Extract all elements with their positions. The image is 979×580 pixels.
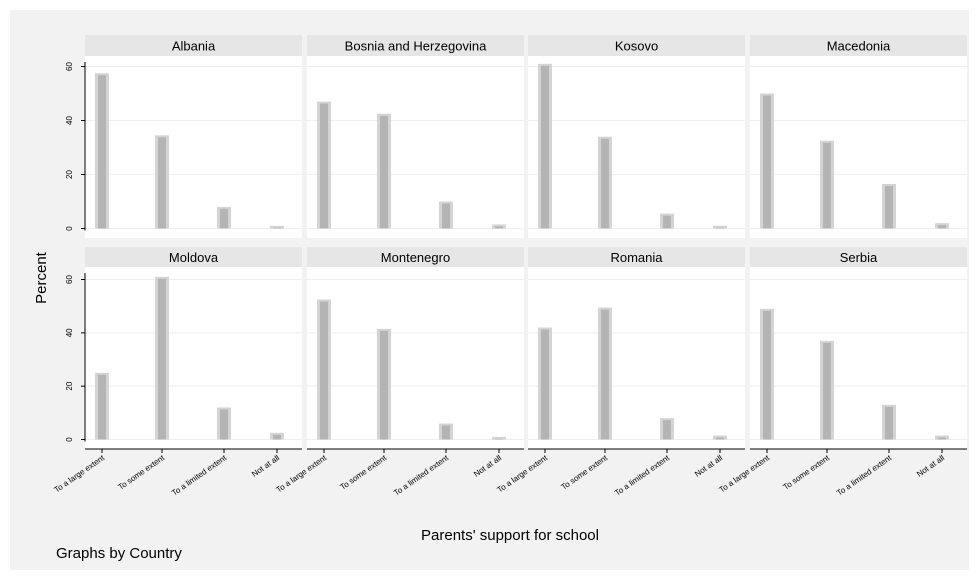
bar-fill-serbia-0 — [763, 310, 771, 440]
plot-area — [528, 56, 745, 238]
bar-fill-kosovo-0 — [541, 65, 549, 229]
bar-fill-montenegro-3 — [495, 438, 503, 440]
panels-group: Albania 0 20 40 60 Bosnia and Herzegovina Koso… — [53, 35, 967, 498]
bar-fill-kosovo-2 — [663, 215, 671, 229]
bar-fill-montenegro-2 — [442, 425, 450, 440]
bar-fill-moldova-3 — [273, 434, 281, 440]
bar-fill-bosnia-and-herzegovina-3 — [495, 226, 503, 229]
bar-fill-moldova-1 — [158, 278, 166, 440]
panel-kosovo: Kosovo — [528, 35, 745, 238]
bar-fill-albania-3 — [273, 227, 281, 229]
bar-fill-romania-3 — [716, 437, 724, 440]
plot-area — [85, 56, 302, 238]
bar-fill-serbia-2 — [885, 406, 893, 440]
bar-fill-albania-1 — [158, 137, 166, 229]
bar-fill-montenegro-0 — [320, 301, 328, 440]
panel-title: Bosnia and Herzegovina — [345, 39, 487, 54]
plot-area — [85, 267, 302, 449]
panel-title: Albania — [172, 39, 216, 54]
bar-fill-macedonia-3 — [938, 225, 946, 229]
panel-title: Moldova — [169, 250, 219, 265]
panel-title: Macedonia — [827, 39, 891, 54]
bar-fill-kosovo-3 — [716, 227, 724, 229]
graphs-by-note: Graphs by Country — [56, 545, 182, 562]
bar-fill-bosnia-and-herzegovina-0 — [320, 103, 328, 229]
bar-fill-serbia-3 — [938, 437, 946, 440]
panel-albania: Albania 0 20 40 60 — [65, 35, 302, 238]
panel-strip — [85, 247, 302, 267]
plot-area — [528, 267, 745, 449]
bar-fill-macedonia-2 — [885, 185, 893, 229]
bar-kosovo-3 — [713, 225, 727, 229]
bar-montenegro-3 — [492, 436, 506, 440]
bar-fill-moldova-0 — [98, 374, 106, 440]
panel-title: Montenegro — [381, 250, 450, 265]
bar-fill-moldova-2 — [220, 409, 228, 440]
y-tick-label: 40 — [65, 116, 74, 125]
bar-fill-montenegro-1 — [380, 330, 388, 440]
plot-area — [307, 56, 524, 238]
bar-fill-bosnia-and-herzegovina-2 — [442, 203, 450, 229]
y-tick-label: 20 — [65, 381, 74, 390]
bar-fill-albania-2 — [220, 208, 228, 229]
panel-title: Kosovo — [615, 39, 658, 54]
bar-fill-macedonia-1 — [823, 142, 831, 229]
y-tick-label: 0 — [65, 437, 74, 442]
plot-area — [750, 56, 967, 238]
bar-fill-serbia-1 — [823, 342, 831, 440]
bar-fill-albania-0 — [98, 75, 106, 229]
bar-fill-romania-1 — [601, 309, 609, 440]
panel-strip — [307, 35, 524, 56]
y-tick-label: 60 — [65, 275, 74, 284]
y-axis-label: Percent — [33, 251, 50, 304]
y-tick-label: 60 — [65, 62, 74, 71]
panel-strip — [750, 35, 967, 56]
y-tick-label: 0 — [65, 226, 74, 231]
bar-fill-kosovo-1 — [601, 138, 609, 229]
panel-strip — [528, 35, 745, 56]
plot-area — [307, 267, 524, 449]
panel-strip — [85, 35, 302, 56]
panel-bosnia-and-herzegovina: Bosnia and Herzegovina — [307, 35, 524, 238]
panel-strip — [307, 247, 524, 267]
bar-fill-romania-2 — [663, 420, 671, 440]
y-tick-label: 40 — [65, 328, 74, 337]
bar-fill-macedonia-0 — [763, 95, 771, 229]
panel-strip — [750, 247, 967, 267]
plot-area — [750, 267, 967, 449]
bar-albania-3 — [270, 225, 284, 229]
bar-fill-romania-0 — [541, 329, 549, 440]
y-tick-label: 20 — [65, 170, 74, 179]
x-axis-label: Parents' support for school — [421, 527, 599, 544]
panel-title: Serbia — [840, 250, 878, 265]
panel-strip — [528, 247, 745, 267]
bar-fill-bosnia-and-herzegovina-1 — [380, 115, 388, 229]
panel-macedonia: Macedonia — [750, 35, 967, 238]
panel-title: Romania — [610, 250, 663, 265]
